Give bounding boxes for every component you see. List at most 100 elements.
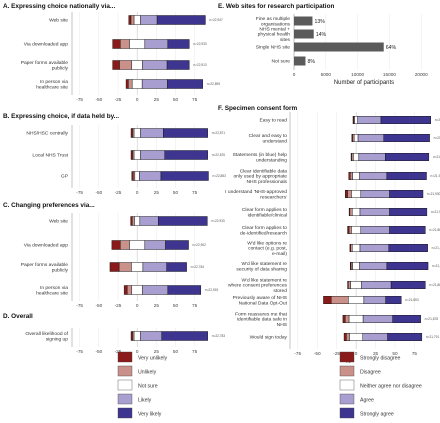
legend-swatch xyxy=(117,393,133,405)
bar-segment xyxy=(359,172,388,180)
bar-segment xyxy=(350,262,353,270)
x-tick-label: 50 xyxy=(173,190,179,195)
data-label: 8% xyxy=(307,59,315,65)
x-tick-label: -25 xyxy=(115,303,122,308)
bar-segment xyxy=(131,171,134,181)
row-label: Previously aware of NHS National Data Opt… xyxy=(233,295,288,306)
bar-segment xyxy=(141,79,168,89)
bar-segment xyxy=(128,15,132,25)
n-label: n=21,930 xyxy=(427,192,440,196)
bar-segment xyxy=(142,285,169,295)
legend-swatch xyxy=(117,407,133,419)
row-label: W'd like options re contact (e.g. post, e-… xyxy=(247,240,287,257)
panel-c: C. Changing preferences via... -75 -50 -25 0… xyxy=(3,202,225,308)
bar-segment xyxy=(126,285,133,295)
bar-segment xyxy=(383,134,430,142)
n-label: n=21,974 xyxy=(434,136,440,140)
x-tick-label: 75 xyxy=(192,97,198,102)
bar-segment xyxy=(323,296,332,304)
legend-label: Strongly agree xyxy=(360,411,394,417)
x-tick-label: 75 xyxy=(192,190,198,195)
n-label: n=21,956 xyxy=(435,118,440,122)
bar-segment xyxy=(140,150,165,160)
n-label: n=21,880 xyxy=(429,283,440,287)
row-label: NHS/HSC centrally xyxy=(26,131,68,137)
bar-segment xyxy=(344,315,350,323)
row-label: W'd like statement re where consent prefe… xyxy=(228,277,288,294)
bar xyxy=(294,29,314,39)
x-tick-label: -75 xyxy=(76,97,83,102)
n-label: n=21,902 xyxy=(431,210,440,214)
row-label: Would sign today xyxy=(250,335,288,341)
x-tick-label: -25 xyxy=(333,351,340,356)
x-tick-label: -50 xyxy=(95,349,102,354)
legend-label: Likely xyxy=(138,397,152,403)
row-label: I understand 'NHS-approved researchers' xyxy=(225,189,287,200)
n-label: n=21,870 xyxy=(432,246,440,250)
x-tick-label: 75 xyxy=(192,349,198,354)
bar-segment xyxy=(352,134,355,142)
bar-segment xyxy=(156,15,206,25)
bar-segment xyxy=(139,171,162,181)
bar-segment xyxy=(130,128,133,138)
panel-f-title: F. Specimen consent form xyxy=(218,105,298,112)
bar-segment xyxy=(348,296,365,304)
x-tick-label: -50 xyxy=(95,190,102,195)
x-tick-label: 75 xyxy=(412,351,418,356)
n-label: n=21,877 xyxy=(432,264,440,268)
x-tick-label: 25 xyxy=(373,351,379,356)
bar-segment xyxy=(354,116,358,124)
x-tick-label: -50 xyxy=(95,303,102,308)
bar-segment xyxy=(385,296,402,304)
bar-segment xyxy=(385,153,430,161)
bar-segment xyxy=(389,226,426,234)
row-label: In person via healthcare site xyxy=(36,79,68,90)
bar-segment xyxy=(132,150,135,160)
n-label: n=21,961 xyxy=(433,155,440,159)
legend-right: Strongly disagree Disagree Neither agree n… xyxy=(339,351,422,419)
bar-segment xyxy=(131,285,143,295)
legend-swatch xyxy=(339,393,355,405)
row-label: Overall likelihood of signing up xyxy=(25,331,68,342)
bar-segment xyxy=(144,39,169,49)
bar-segment xyxy=(347,226,350,234)
n-label: n=22,933 xyxy=(193,42,207,46)
n-label: n=21,791 xyxy=(426,335,440,339)
n-label: n=22,933 xyxy=(211,219,225,223)
bar-segment xyxy=(363,296,386,304)
bar-segment xyxy=(347,190,352,198)
x-tick-label: 25 xyxy=(154,303,160,308)
panel-e-title: E. Web sites for research participation xyxy=(218,3,334,10)
bar-segment xyxy=(351,226,362,234)
x-tick-label: 0 xyxy=(136,349,139,354)
legend-label: Very unlikely xyxy=(138,355,168,361)
bar-segment xyxy=(111,240,121,250)
bar-segment xyxy=(125,79,129,89)
row-label: Easy to read xyxy=(260,118,288,124)
x-tick-label: 25 xyxy=(154,190,160,195)
row-label: W'd like statement re security of data sh… xyxy=(236,261,287,272)
x-tick-label: 50 xyxy=(392,351,398,356)
bar-segment xyxy=(158,216,208,226)
bar-segment xyxy=(348,172,351,180)
n-label: n=22,883 xyxy=(212,174,226,178)
category-label: NHS mental + physical health sites xyxy=(258,26,291,43)
bar-segment xyxy=(350,281,362,289)
bar-segment xyxy=(359,262,388,270)
bar-segment xyxy=(142,60,168,70)
bar-segment xyxy=(361,281,392,289)
bar-segment xyxy=(362,315,393,323)
n-label: n=22,876 xyxy=(212,153,226,157)
category-label: Fine as multiple organisations xyxy=(256,16,291,27)
n-label: n=22,783 xyxy=(212,334,226,338)
bar-segment xyxy=(346,333,350,341)
panel-e: E. Web sites for research participation 0… xyxy=(218,3,434,86)
panel-c-title: C. Changing preferences via... xyxy=(3,202,95,209)
bar-segment xyxy=(165,240,189,250)
bar-segment xyxy=(348,315,364,323)
x-tick-label: -25 xyxy=(115,190,122,195)
bar-segment xyxy=(357,116,382,124)
legend-swatch xyxy=(339,407,355,419)
n-label: n=22,784 xyxy=(191,265,205,269)
row-label: GP xyxy=(61,174,68,180)
